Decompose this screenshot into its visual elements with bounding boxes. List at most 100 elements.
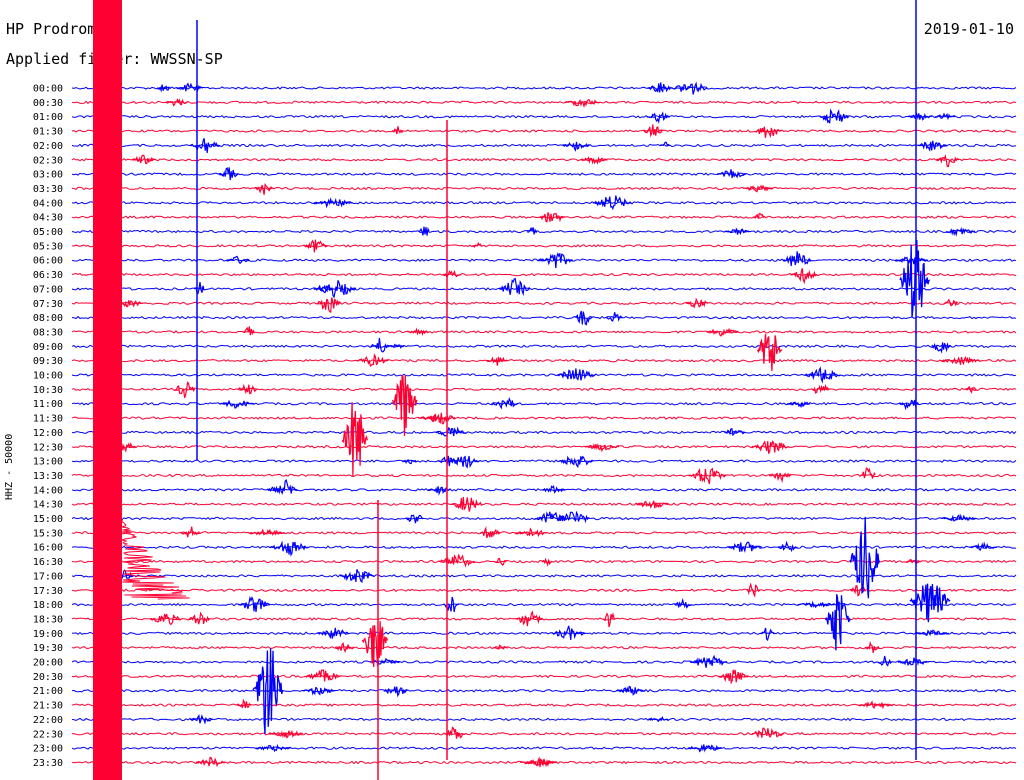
event-burst <box>602 612 616 628</box>
event-burst <box>689 654 728 668</box>
event-burst <box>218 167 239 181</box>
event-burst <box>304 669 341 682</box>
event-burst <box>688 467 727 485</box>
event-burst <box>370 337 390 353</box>
event-burst <box>674 597 692 609</box>
event-burst <box>768 472 792 484</box>
trace-line <box>71 502 1017 506</box>
trace-line <box>71 574 1017 578</box>
event-burst <box>897 657 930 666</box>
row-label: 18:00 <box>33 600 63 611</box>
event-burst <box>616 685 646 696</box>
row-label: 10:30 <box>33 385 63 396</box>
trace-line <box>71 229 1017 234</box>
trace-line <box>71 172 1017 176</box>
row-label: 08:00 <box>33 313 63 324</box>
trace-line <box>71 416 1017 420</box>
row-label: 00:30 <box>33 98 63 109</box>
large-event <box>391 374 418 436</box>
trace-line <box>71 645 1017 650</box>
row-label: 14:30 <box>33 500 63 511</box>
row-label: 06:00 <box>33 256 63 267</box>
trace-line <box>71 158 1017 162</box>
event-burst <box>753 212 766 219</box>
event-burst <box>435 426 466 437</box>
event-burst <box>237 383 258 395</box>
row-label: 15:30 <box>33 528 63 539</box>
event-burst <box>940 513 976 522</box>
event-burst <box>313 284 333 292</box>
trace-line <box>72 186 1017 191</box>
event-burst <box>969 541 998 552</box>
row-label: 01:30 <box>33 127 63 138</box>
event-burst <box>556 368 597 381</box>
row-label: 21:00 <box>33 686 63 697</box>
event-burst <box>426 412 456 425</box>
row-label: 18:30 <box>33 614 63 625</box>
event-burst <box>249 528 285 536</box>
event-burst <box>313 197 353 209</box>
trace-line <box>71 287 1017 291</box>
station-title: HP Prodromos <box>6 20 115 38</box>
trace-line <box>71 86 1017 90</box>
row-label: 15:00 <box>33 514 63 525</box>
trace-line <box>71 473 1017 478</box>
event-burst <box>444 726 466 739</box>
trace-line <box>71 143 1017 148</box>
event-burst <box>157 84 172 93</box>
row-label: 20:00 <box>33 658 63 669</box>
event-burst <box>580 156 608 165</box>
row-label: 10:00 <box>33 371 63 382</box>
event-burst <box>564 99 601 109</box>
event-burst <box>339 569 374 584</box>
event-burst <box>706 327 740 337</box>
date-label: 2019-01-10 <box>923 20 1014 38</box>
event-burst <box>253 183 273 195</box>
event-burst <box>131 154 157 165</box>
trace-line <box>71 344 1017 349</box>
event-burst <box>275 478 298 495</box>
row-label: 17:30 <box>33 586 63 597</box>
event-burst <box>755 126 782 139</box>
event-burst <box>438 455 458 467</box>
row-label: 11:30 <box>33 414 63 425</box>
event-burst <box>783 251 812 267</box>
event-burst <box>407 327 429 336</box>
event-burst <box>635 500 669 509</box>
row-label: 12:00 <box>33 428 63 439</box>
event-burst <box>786 401 811 408</box>
row-label: 00:00 <box>33 84 63 95</box>
row-label: 05:00 <box>33 227 63 238</box>
event-burst <box>790 268 818 285</box>
event-burst <box>936 154 960 168</box>
trace-line <box>71 401 1017 406</box>
row-label: 19:00 <box>33 629 63 640</box>
event-burst <box>646 111 670 124</box>
row-label: 09:00 <box>33 342 63 353</box>
event-burst <box>592 195 631 211</box>
large-event <box>849 516 881 599</box>
trace-line <box>71 516 1017 521</box>
event-burst <box>724 228 750 236</box>
trace-line <box>71 330 1017 334</box>
event-burst <box>751 440 789 454</box>
large-event <box>909 583 951 623</box>
event-burst <box>727 541 762 553</box>
event-burst <box>237 698 251 709</box>
event-burst <box>520 758 557 766</box>
event-burst <box>659 141 671 147</box>
trace-line <box>71 272 1017 277</box>
event-burst <box>671 81 708 95</box>
trace-line <box>71 631 1017 636</box>
event-burst <box>334 641 355 654</box>
event-burst <box>392 126 404 135</box>
event-burst <box>189 713 214 725</box>
row-label: 21:30 <box>33 701 63 712</box>
event-burst <box>165 98 188 107</box>
event-burst <box>219 399 255 409</box>
row-label: 16:30 <box>33 557 63 568</box>
event-burst <box>686 297 709 309</box>
event-burst <box>442 596 460 613</box>
event-burst <box>534 511 569 523</box>
